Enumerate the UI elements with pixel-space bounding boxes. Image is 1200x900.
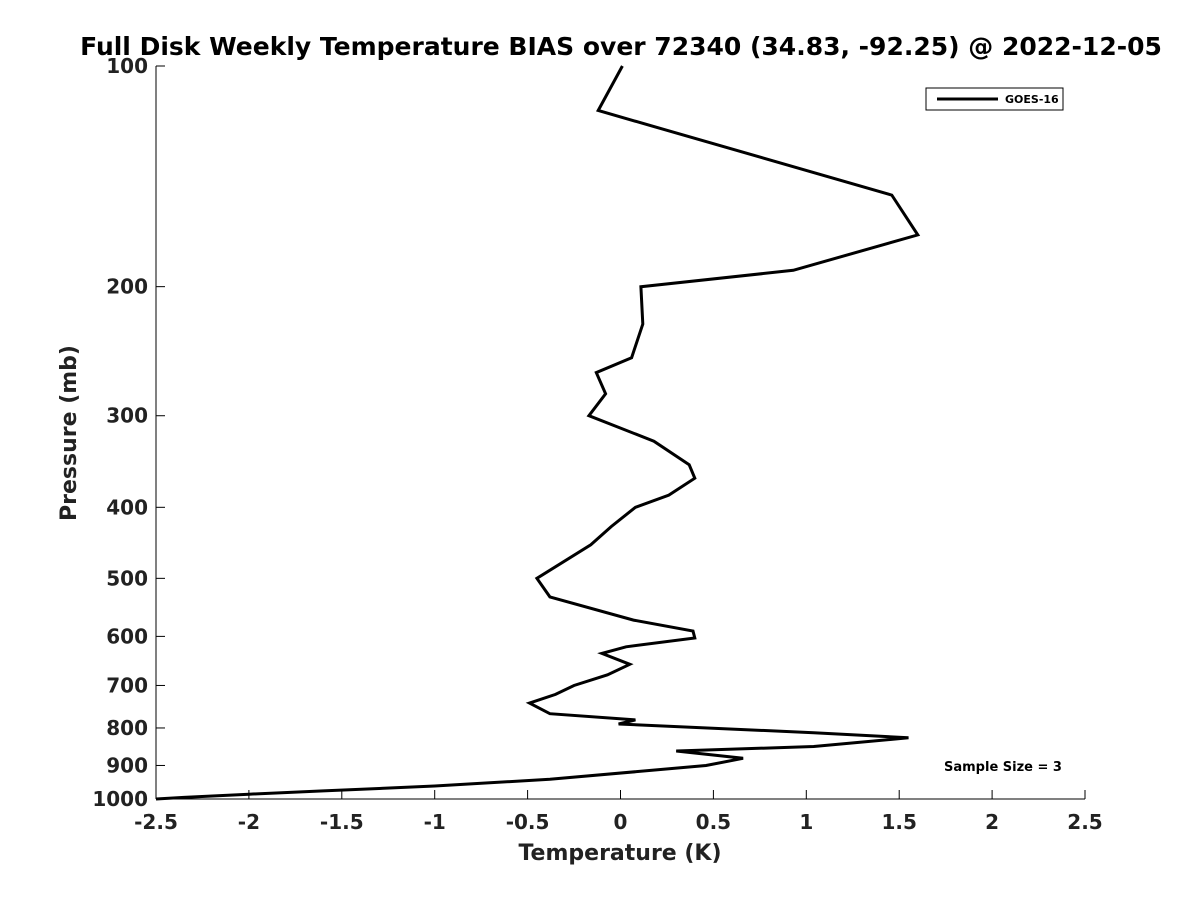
sample-size-annotation: Sample Size = 3 bbox=[944, 760, 1062, 775]
x-tick-label: 1 bbox=[799, 810, 813, 834]
x-tick-label: 0 bbox=[614, 810, 628, 834]
x-tick-label: 2.5 bbox=[1067, 810, 1102, 834]
y-tick-label: 400 bbox=[106, 495, 148, 519]
legend: GOES-16 bbox=[925, 87, 1064, 111]
x-tick-label: -1 bbox=[424, 810, 446, 834]
x-ticks: -2.5 -2 -1.5 -1 -0.5 0 0.5 1 1.5 2 2.5 bbox=[134, 790, 1103, 834]
x-tick-label: -2.5 bbox=[134, 810, 178, 834]
x-tick-label: -1.5 bbox=[320, 810, 364, 834]
x-tick-label: 2 bbox=[985, 810, 999, 834]
chart-title: Full Disk Weekly Temperature BIAS over 7… bbox=[80, 32, 1162, 61]
x-tick-label: 1.5 bbox=[881, 810, 916, 834]
y-tick-label: 1000 bbox=[92, 787, 148, 811]
y-tick-label: 800 bbox=[106, 716, 148, 740]
y-tick-label: 200 bbox=[106, 275, 148, 299]
y-tick-label: 500 bbox=[106, 566, 148, 590]
y-tick-label: 300 bbox=[106, 404, 148, 428]
series-layer bbox=[155, 65, 921, 801]
y-tick-label: 900 bbox=[106, 753, 148, 777]
x-tick-label: -0.5 bbox=[506, 810, 550, 834]
y-tick-label: 100 bbox=[106, 54, 148, 78]
axes bbox=[155, 66, 1085, 800]
y-ticks: 100 200 300 400 500 600 700 800 900 1000 bbox=[92, 54, 165, 811]
series-line-goes-16 bbox=[155, 65, 921, 801]
x-tick-label: -2 bbox=[238, 810, 260, 834]
legend-label-goes-16: GOES-16 bbox=[1005, 93, 1059, 106]
y-tick-label: 600 bbox=[106, 624, 148, 648]
x-axis-label: Temperature (K) bbox=[518, 841, 721, 866]
y-tick-label: 700 bbox=[106, 673, 148, 697]
x-tick-label: 0.5 bbox=[696, 810, 731, 834]
y-axis-label: Pressure (mb) bbox=[57, 345, 82, 521]
